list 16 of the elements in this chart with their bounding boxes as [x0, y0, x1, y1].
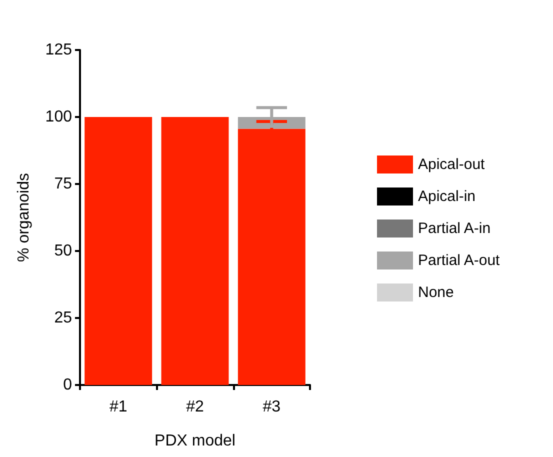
y-tick-label: 75 — [54, 176, 72, 192]
x-axis-title: PDX model — [154, 432, 236, 450]
y-tick-label: 100 — [45, 108, 72, 126]
y-tick-label: 125 — [45, 42, 72, 58]
x-tick-label: #2 — [186, 398, 204, 416]
legend-label: Apical-out — [418, 156, 486, 173]
y-tick-label: 50 — [54, 242, 72, 260]
y-tick-label: 25 — [54, 310, 72, 326]
x-tick-label: #1 — [109, 398, 128, 416]
y-tick-label: 0 — [63, 376, 72, 394]
legend-label: None — [418, 284, 454, 301]
y-axis-title: % organoids — [16, 173, 32, 262]
legend-label: Apical-in — [418, 188, 476, 205]
legend-label: Partial A-in — [418, 220, 491, 237]
legend-label: Partial A-out — [418, 252, 501, 269]
x-tick-label: #3 — [262, 398, 281, 416]
